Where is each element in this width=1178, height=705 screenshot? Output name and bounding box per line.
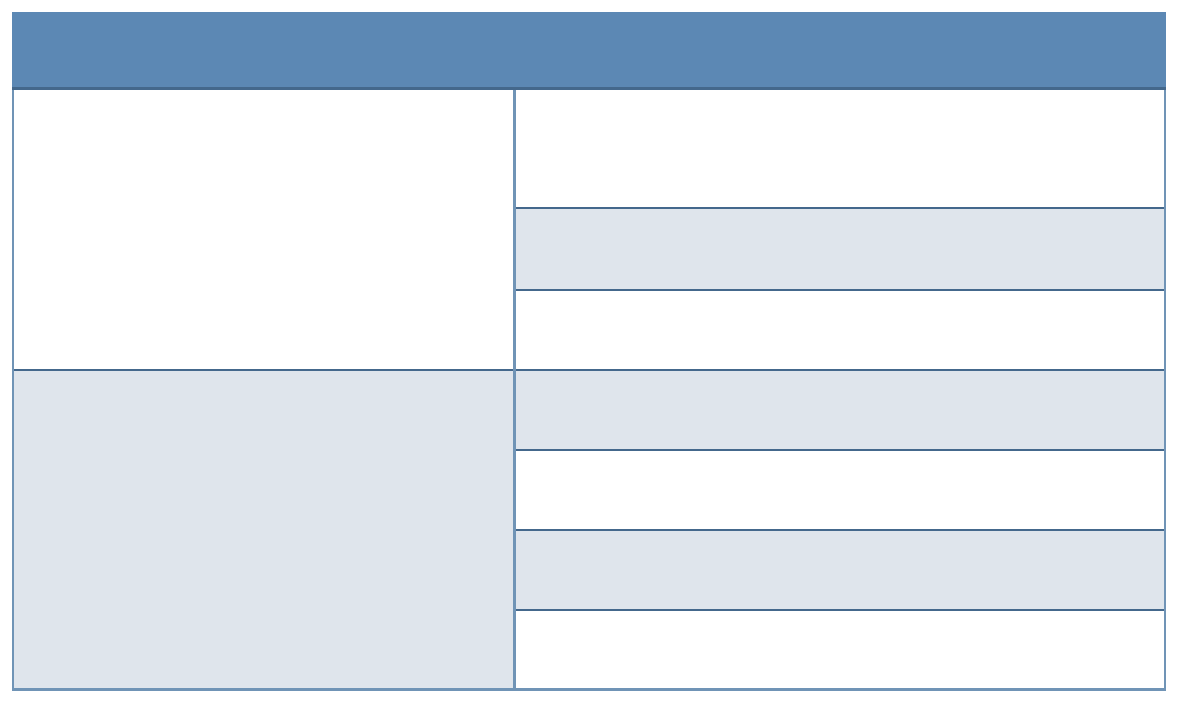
table-body: [12, 90, 1166, 691]
table-cell-right-4[interactable]: [516, 369, 1164, 449]
table-right-column: [516, 90, 1164, 688]
table-cell-left-2[interactable]: [14, 371, 513, 688]
table-left-column: [14, 90, 516, 688]
table-cell-right-5[interactable]: [516, 449, 1164, 529]
table-cell-right-1[interactable]: [516, 90, 1164, 207]
table-cell-right-7[interactable]: [516, 609, 1164, 688]
table-cell-left-1[interactable]: [14, 90, 513, 371]
table-cell-right-3[interactable]: [516, 289, 1164, 369]
blank-banded-table: [12, 12, 1166, 691]
table-cell-right-2[interactable]: [516, 207, 1164, 289]
table-header-cell[interactable]: [12, 12, 1166, 90]
table-cell-right-6[interactable]: [516, 529, 1164, 609]
